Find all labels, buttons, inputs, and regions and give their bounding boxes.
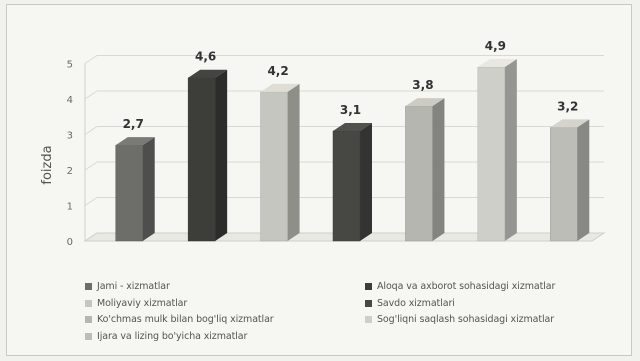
legend-swatch xyxy=(85,316,92,323)
legend-label: Savdo xizmatlari xyxy=(377,297,455,309)
bar-side xyxy=(287,83,300,242)
legend-item: Ijara va lizing bo'yicha xizmatlar xyxy=(85,331,247,342)
y-tick-label: 2 xyxy=(67,166,73,177)
legend-swatch xyxy=(365,316,372,323)
bar-top xyxy=(405,98,445,107)
gridline-depth xyxy=(84,55,98,64)
gridline-depth xyxy=(84,90,98,100)
y-tick-label: 5 xyxy=(67,60,73,71)
gridline-depth xyxy=(84,197,98,206)
legend-label: Sog'liqni saqlash sohasidagi xizmatlar xyxy=(377,314,555,325)
legend-label: Ijara va lizing bo'yicha xizmatlar xyxy=(97,330,248,342)
legend-item: Aloqa va axborot sohasidagi xizmatlar xyxy=(365,281,555,292)
bar-top xyxy=(550,119,590,128)
bar-side xyxy=(504,59,517,241)
bar xyxy=(550,127,578,242)
bar-side xyxy=(360,122,372,241)
bar xyxy=(477,66,506,242)
bar-top xyxy=(260,83,300,92)
bar xyxy=(187,77,216,242)
gridline-depth xyxy=(84,161,98,171)
data-label: 2,7 xyxy=(123,117,144,131)
y-tick-label: 1 xyxy=(67,202,73,213)
y-axis-label: foizda xyxy=(40,145,55,184)
gridline-depth xyxy=(84,126,98,135)
data-label: 4,2 xyxy=(267,64,288,78)
legend-swatch xyxy=(365,299,372,307)
legend-item: Sog'liqni saqlash sohasidagi xizmatlar xyxy=(365,314,554,325)
bar-top xyxy=(477,59,517,68)
legend-item: Ko'chmas mulk bilan bog'liq xizmatlar xyxy=(85,314,274,325)
data-label: 3,1 xyxy=(340,103,361,117)
y-tick-label: 3 xyxy=(67,131,73,142)
data-label: 3,8 xyxy=(412,78,433,92)
bar-top xyxy=(333,122,372,131)
chart-frame: 0 1 2 3 4 5 foizda 2,7 4,6 4,2 3,1 3,8 4,9 3,2 Jami -… xyxy=(6,4,632,356)
bar-top xyxy=(115,137,155,146)
legend-label: Aloqa va axborot sohasidagi xizmatlar xyxy=(377,281,556,292)
legend-label: Jami - xizmatlar xyxy=(97,281,170,292)
legend-label: Ko'chmas mulk bilan bog'liq xizmatlar xyxy=(97,314,274,325)
bar-side xyxy=(142,137,155,241)
bar-top xyxy=(188,69,228,78)
y-tick-label: 0 xyxy=(67,237,73,248)
bar-side xyxy=(577,119,590,241)
legend-item: Savdo xizmatlari xyxy=(365,298,455,309)
legend-item: Moliyaviy xizmatlar xyxy=(85,298,187,309)
y-tick-label: 4 xyxy=(67,95,73,106)
legend-item: Jami - xizmatlar xyxy=(85,281,170,292)
legend-swatch xyxy=(85,332,92,340)
bar xyxy=(332,130,361,242)
legend-swatch xyxy=(365,283,372,290)
bar-chart: 0 1 2 3 4 5 foizda 2,7 4,6 4,2 3,1 3,8 4,9 3,2 xyxy=(40,39,606,248)
data-label: 3,2 xyxy=(557,99,578,113)
legend-swatch xyxy=(85,283,92,290)
legend-label: Moliyaviy xizmatlar xyxy=(97,297,188,309)
bar xyxy=(405,105,433,242)
legend-swatch xyxy=(85,299,92,307)
bar xyxy=(260,91,288,242)
data-label: 4,6 xyxy=(195,50,216,64)
bar-side xyxy=(215,69,228,241)
bar xyxy=(115,144,143,242)
bar-side xyxy=(432,98,445,241)
data-label: 4,9 xyxy=(485,39,506,53)
